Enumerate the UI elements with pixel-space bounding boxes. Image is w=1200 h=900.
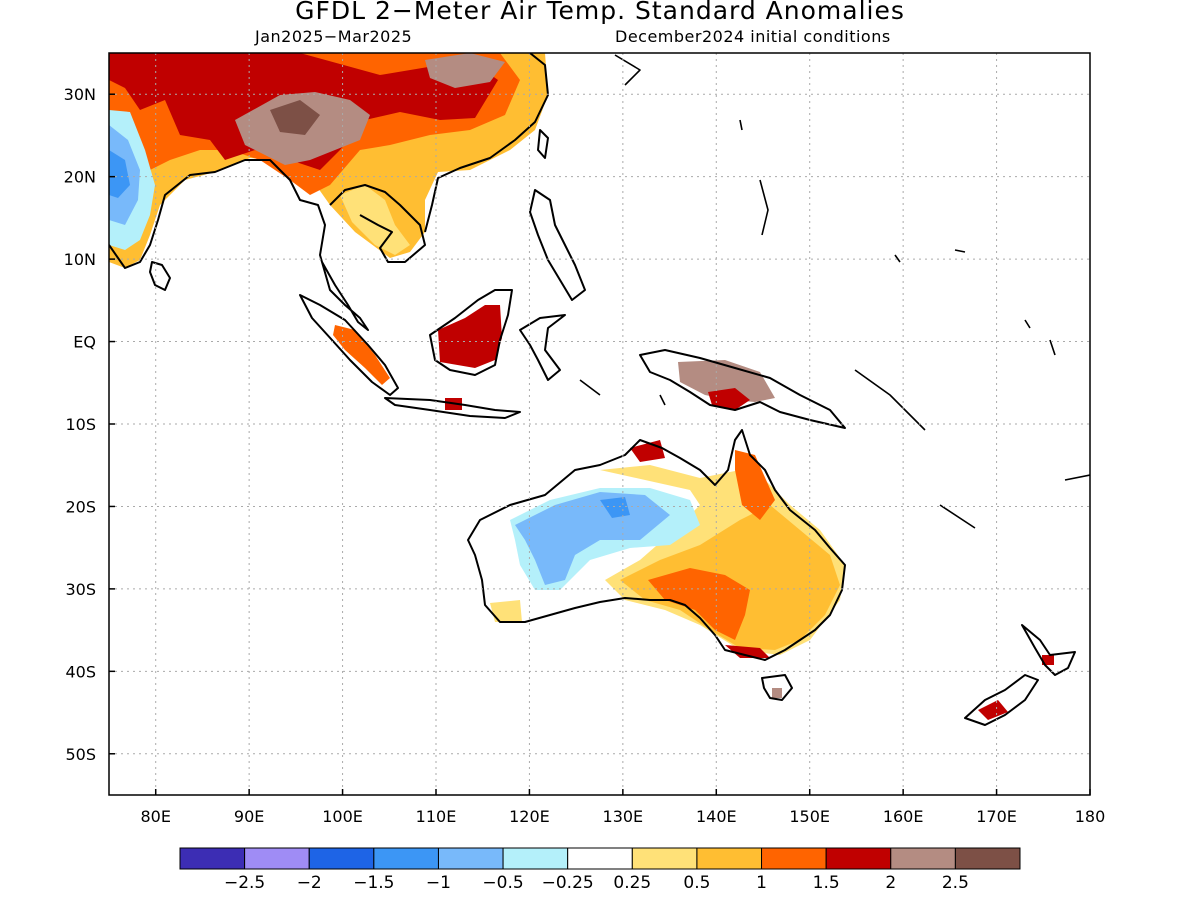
borneo-strong-region [438, 305, 502, 368]
colorbar-label: −2 [297, 873, 322, 893]
colorbar-label: −2.5 [224, 873, 265, 893]
lat-tick-label: 10N [64, 250, 96, 269]
australia-east-strong-region [735, 450, 775, 520]
india-cool-region-3 [109, 150, 130, 198]
lon-tick-label: 80E [140, 807, 170, 826]
coast-java [384, 397, 521, 419]
colorbar-swatch [890, 847, 956, 870]
coast-new-zealand-north [1021, 624, 1076, 676]
coast-philippines [529, 189, 586, 301]
colorbar-label: 1.5 [813, 873, 840, 893]
lon-tick-label: 180 [1075, 807, 1106, 826]
colorbar-swatch [761, 847, 827, 870]
colorbar-label: −0.5 [482, 873, 523, 893]
colorbar-swatch [954, 847, 1021, 870]
forecast-period: Jan2025−Mar2025 [255, 27, 413, 46]
lat-tick-label: 50S [65, 745, 96, 764]
colorbar: −2.5 −2 −1.5 −1 −0.5 −0.25 0.25 0.5 1 1.5 2 2.5 [179, 847, 1021, 893]
colorbar-swatch [244, 847, 310, 870]
colorbar-label: 2.5 [942, 873, 969, 893]
colorbar-label: −1 [426, 873, 451, 893]
australia-cool-region-2 [515, 492, 670, 585]
initial-conditions: December2024 initial conditions [615, 27, 891, 46]
coast-australia [467, 429, 846, 661]
australia-moderate-region [620, 505, 840, 650]
new-guinea-strong-region [708, 388, 750, 410]
colorbar-swatch [825, 847, 892, 870]
coast-pacific-islands [579, 54, 1090, 529]
colorbar-label: −0.25 [542, 873, 594, 893]
colorbar-swatch [502, 847, 569, 870]
lon-tick-label: 160E [883, 807, 924, 826]
lon-tick-label: 140E [696, 807, 737, 826]
lat-tick-label: 30S [65, 580, 96, 599]
latitude-ticks: 30N 20N 10N EQ 10S 20S 30S 40S 50S [64, 85, 115, 764]
tasmania-extreme [772, 688, 782, 698]
colorbar-label: 0.5 [683, 873, 710, 893]
new-guinea-extreme-region [678, 360, 775, 402]
australia-sw-warm [490, 600, 522, 622]
sumatra-warm-region [333, 325, 390, 385]
new-zealand-strong-region [978, 700, 1008, 720]
china-extreme-region [425, 53, 505, 88]
colorbar-swatch [437, 847, 504, 870]
coastlines [109, 53, 1090, 726]
pale-warm-indochina [340, 185, 410, 255]
coast-borneo [429, 289, 513, 376]
lon-tick-label: 170E [976, 807, 1017, 826]
longitude-ticks: 80E 90E 100E 110E 120E 130E 140E 150E 160E 170E 18… [140, 789, 1105, 826]
victoria-strong-region [725, 645, 770, 658]
colorbar-swatch [308, 847, 375, 870]
colorbar-swatch [373, 847, 439, 870]
tibet-extreme-region-2 [270, 100, 320, 135]
colorbar-swatch [631, 847, 698, 870]
lat-tick-label: 40S [65, 662, 96, 681]
coast-new-zealand-south [964, 674, 1039, 726]
lat-tick-label: 30N [64, 85, 96, 104]
colorbar-label: 0.25 [613, 873, 651, 893]
colorbar-label: 1 [756, 873, 767, 893]
new-zealand-strong-region-2 [1042, 655, 1054, 665]
lon-tick-label: 100E [322, 807, 363, 826]
coast-sumatra [299, 294, 399, 396]
colorbar-swatch [567, 847, 633, 870]
colorbar-swatch [179, 847, 246, 870]
lon-tick-label: 130E [603, 807, 644, 826]
lat-tick-label: 20N [64, 168, 96, 187]
graticule [109, 53, 1090, 795]
lon-tick-label: 110E [416, 807, 457, 826]
plot-frame [108, 52, 1091, 796]
lat-tick-label: 10S [65, 415, 96, 434]
lon-tick-label: 150E [789, 807, 830, 826]
australia-strong-warm-region [648, 568, 750, 640]
map-title: GFDL 2−Meter Air Temp. Standard Anomalie… [295, 0, 905, 25]
coast-tasmania [761, 674, 793, 701]
coast-sulawesi [519, 314, 566, 381]
coast-taiwan [537, 129, 549, 159]
australia-cool-region-3 [600, 497, 630, 518]
lat-tick-label: 20S [65, 497, 96, 516]
coast-sri-lanka [149, 261, 171, 291]
colorbar-swatch [696, 847, 763, 870]
colorbar-label: −1.5 [353, 873, 394, 893]
colorbar-label: 2 [885, 873, 896, 893]
lon-tick-label: 120E [509, 807, 550, 826]
lon-tick-label: 90E [234, 807, 264, 826]
lat-tick-label: EQ [73, 333, 96, 352]
shaded-anomalies [109, 53, 1054, 720]
